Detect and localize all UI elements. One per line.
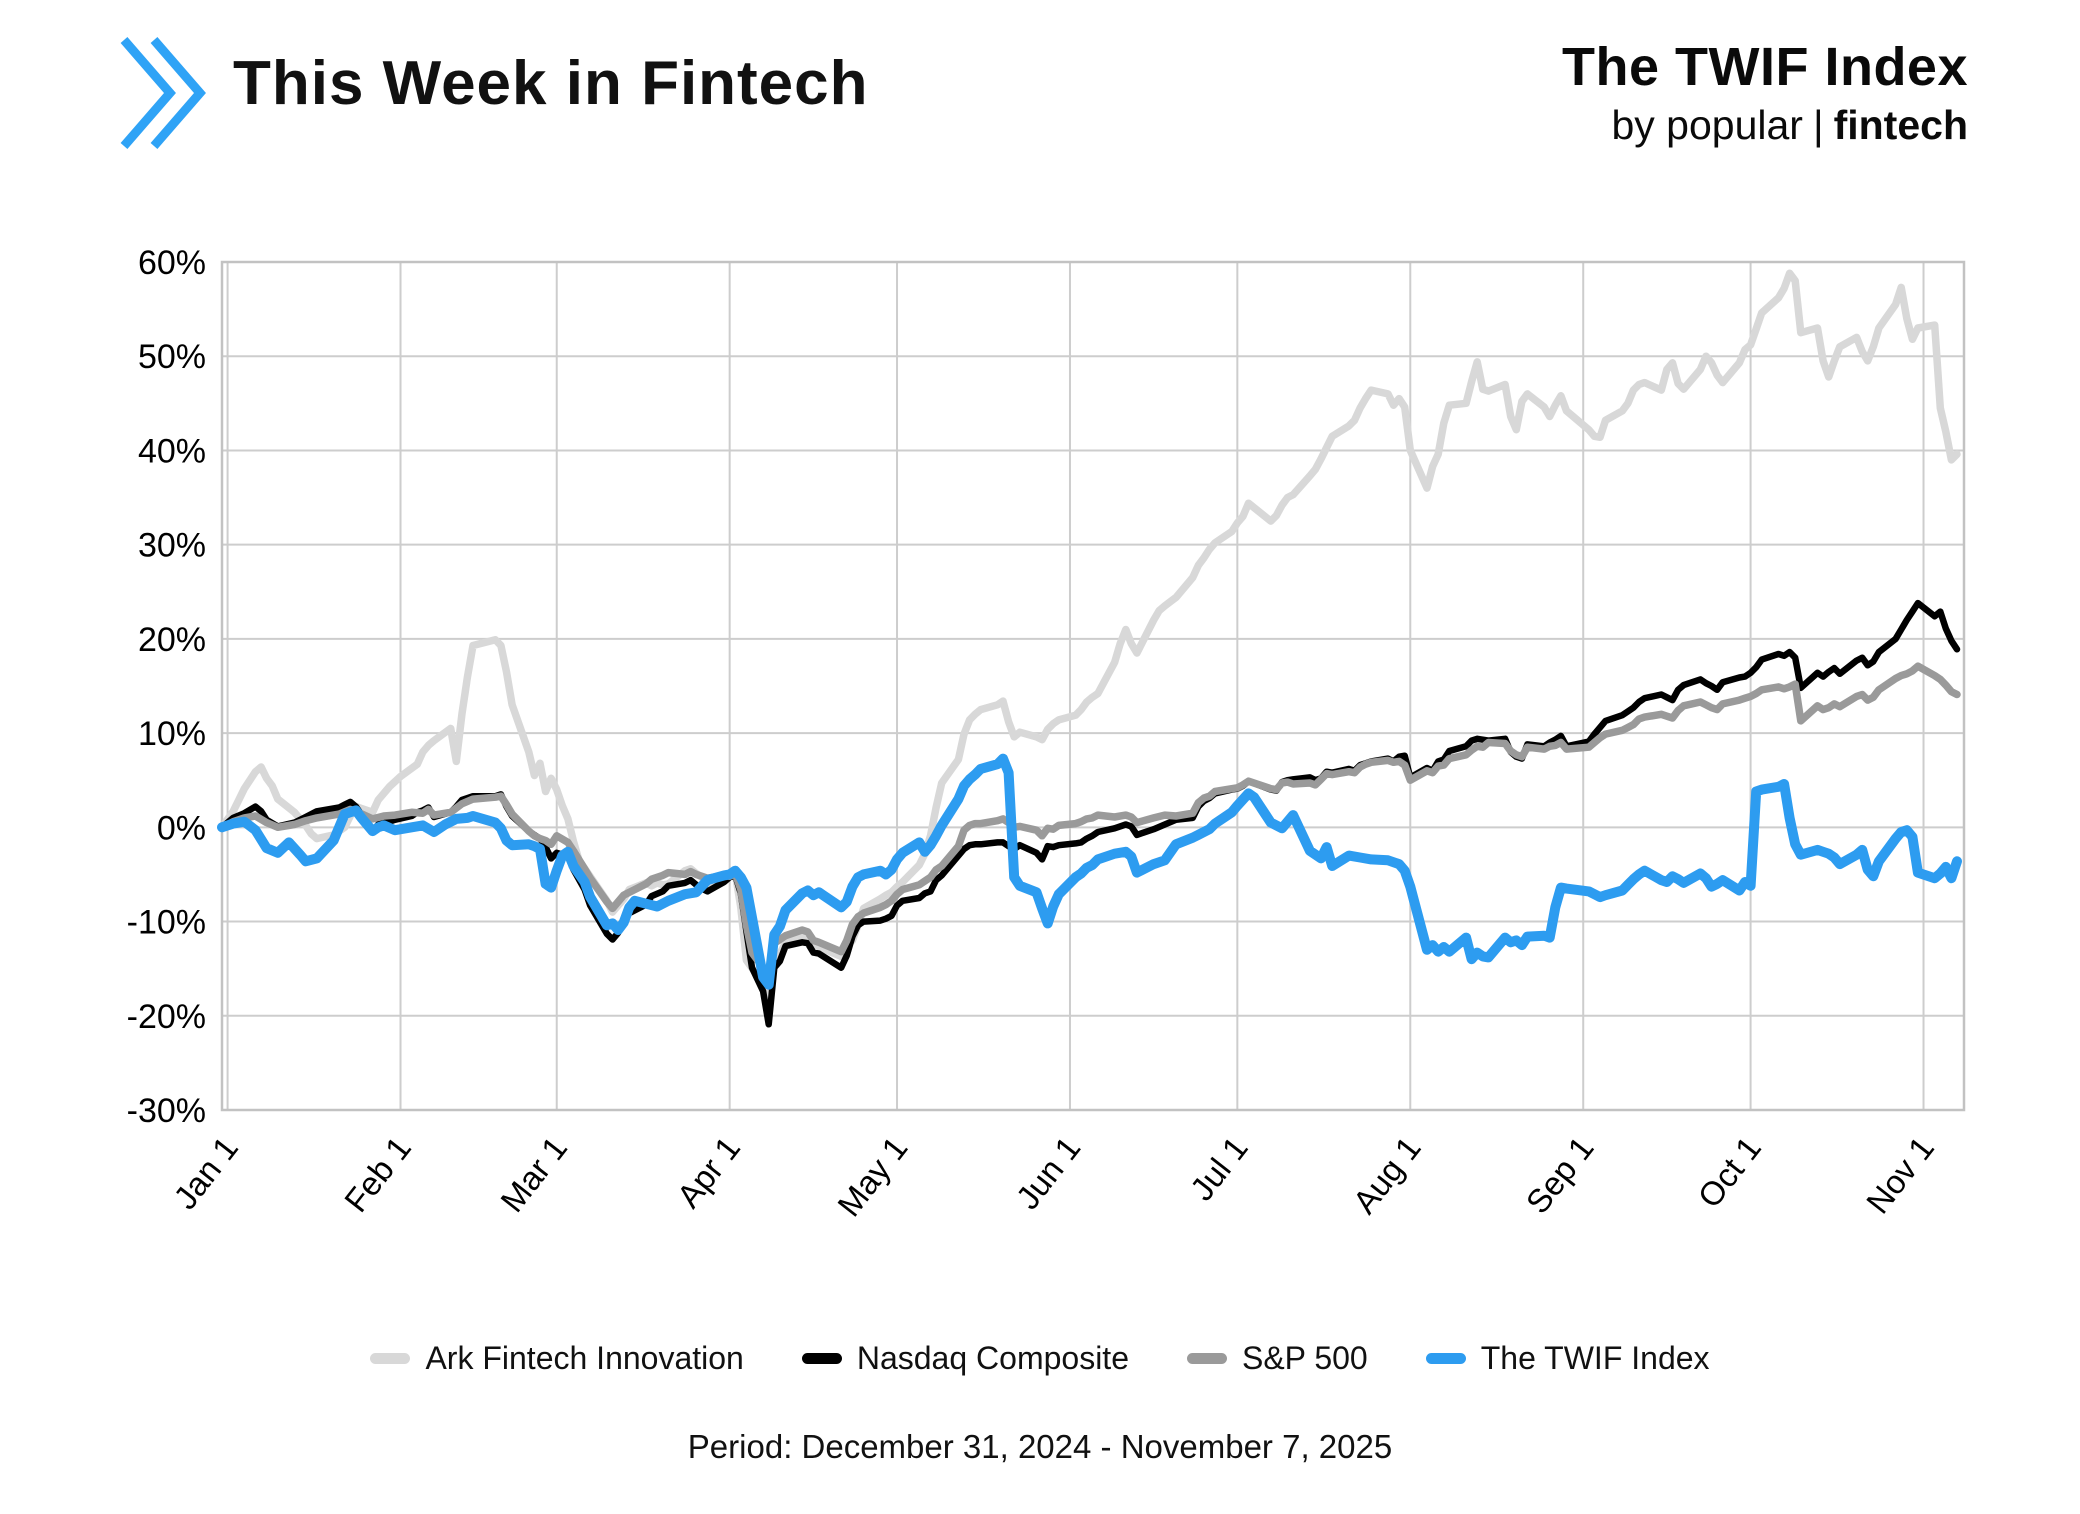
legend-swatch-icon (801, 1353, 842, 1364)
y-axis-tick-label: -10% (127, 904, 206, 942)
plot-border (220, 260, 1966, 1112)
x-axis-tick-label: Aug 1 (1346, 1130, 1428, 1221)
page-title: This Week in Fintech (233, 49, 869, 118)
y-axis-tick-label: -30% (127, 1092, 206, 1130)
y-axis-tick-label: -20% (127, 998, 206, 1036)
chart-legend: Ark Fintech Innovation Nasdaq Composite S&… (0, 1340, 2080, 1377)
brand-separator: | (1812, 102, 1824, 148)
x-axis-tick-label: Jan 1 (166, 1130, 245, 1216)
chevron-right-icon (120, 37, 176, 149)
x-axis-tick-label: Jun 1 (1009, 1130, 1088, 1216)
legend-swatch-icon (370, 1353, 411, 1364)
y-axis-tick-label: 10% (138, 715, 206, 753)
chevron-right-icon (150, 37, 206, 149)
series-line-ark-fintech-innovation (218, 269, 1961, 1010)
y-axis-tick-label: 30% (138, 527, 206, 565)
y-axis-tick-label: 0% (157, 809, 206, 847)
brand-subtitle: by popular | fintech (1562, 102, 1968, 149)
x-axis-tick-label: Jul 1 (1183, 1130, 1255, 1208)
y-axis-tick-label: 20% (138, 621, 206, 659)
brand-by: by popular (1611, 102, 1803, 148)
x-axis-tick-label: Feb 1 (337, 1130, 418, 1219)
legend-swatch-icon (1186, 1353, 1227, 1364)
x-axis-tick-label: Nov 1 (1859, 1130, 1941, 1221)
legend-item: S&P 500 (1186, 1340, 1368, 1377)
series-line-the-twif-index (217, 753, 1962, 990)
y-axis-tick-label: 40% (138, 432, 206, 470)
brand-block: The TWIF Index by popular | fintech (1562, 36, 1968, 149)
x-axis-tick-label: May 1 (830, 1130, 914, 1224)
legend-label: Ark Fintech Innovation (425, 1340, 744, 1376)
y-axis-tick-label: 50% (138, 338, 206, 376)
series-line-s-p-500 (218, 662, 1961, 985)
twif-double-chevron-logo-icon (120, 37, 206, 149)
period-caption: Period: December 31, 2024 - November 7, … (687, 1428, 1393, 1465)
legend-item: The TWIF Index (1425, 1340, 1710, 1377)
legend-label: The TWIF Index (1480, 1340, 1710, 1376)
brand-fintech: fintech (1833, 102, 1968, 148)
legend-label: S&P 500 (1241, 1340, 1368, 1376)
y-axis-tick-label: 60% (138, 244, 206, 282)
legend-swatch-icon (1425, 1353, 1466, 1364)
x-axis-tick-label: Sep 1 (1518, 1130, 1600, 1221)
legend-label: Nasdaq Composite (856, 1340, 1129, 1376)
x-axis-tick-label: Oct 1 (1690, 1130, 1768, 1215)
x-axis-tick-label: Apr 1 (669, 1130, 747, 1215)
x-axis-tick-label: Mar 1 (493, 1130, 574, 1219)
legend-item: Nasdaq Composite (801, 1340, 1129, 1377)
brand-title: The TWIF Index (1562, 37, 1968, 97)
legend-item: Ark Fintech Innovation (370, 1340, 744, 1377)
